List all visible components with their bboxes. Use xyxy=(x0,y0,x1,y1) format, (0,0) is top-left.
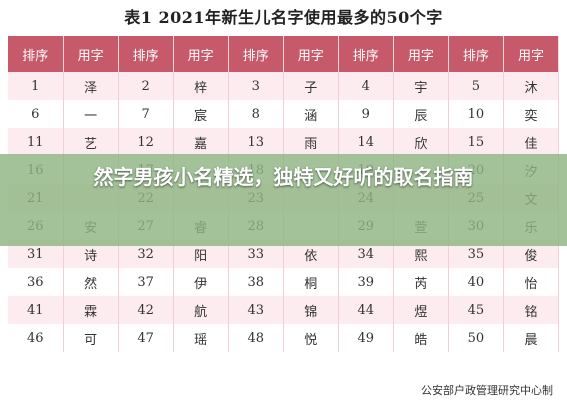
char-cell: 辰 xyxy=(393,100,449,128)
char-cell: 欣 xyxy=(393,128,449,156)
rank-cell: 8 xyxy=(228,100,284,128)
char-cell: 航 xyxy=(173,296,229,324)
char-cell: 艺 xyxy=(63,128,119,156)
rank-cell: 48 xyxy=(228,324,284,352)
table-row: 11 艺 12 嘉 13 雨 14 欣 15 佳 xyxy=(8,128,560,156)
char-cell: 雨 xyxy=(283,128,339,156)
char-cell: 宸 xyxy=(173,100,229,128)
rank-cell: 14 xyxy=(338,128,394,156)
rank-cell: 4 xyxy=(338,72,394,100)
header-char-3: 用字 xyxy=(283,36,339,72)
header-rank-1: 排序 xyxy=(8,36,64,72)
table-row: 6 一 7 宸 8 涵 9 辰 10 奕 xyxy=(8,100,560,128)
char-cell: 可 xyxy=(63,324,119,352)
overlay-headline: 然字男孩小名精选，独特又好听的取名指南 xyxy=(93,165,474,189)
rank-cell: 11 xyxy=(8,128,64,156)
char-cell: 悦 xyxy=(283,324,339,352)
rank-cell: 6 xyxy=(8,100,64,128)
rank-cell: 42 xyxy=(118,296,174,324)
overlay-banner xyxy=(0,154,567,246)
rank-cell: 36 xyxy=(8,268,64,296)
char-cell: 涵 xyxy=(283,100,339,128)
char-cell: 宇 xyxy=(393,72,449,100)
rank-cell: 2 xyxy=(118,72,174,100)
rank-cell: 15 xyxy=(448,128,504,156)
rank-cell: 5 xyxy=(448,72,504,100)
char-cell: 芮 xyxy=(393,268,449,296)
header-char-2: 用字 xyxy=(173,36,229,72)
rank-cell: 7 xyxy=(118,100,174,128)
rank-cell: 12 xyxy=(118,128,174,156)
header-char-4: 用字 xyxy=(393,36,449,72)
rank-cell: 49 xyxy=(338,324,394,352)
char-cell: 霖 xyxy=(63,296,119,324)
char-cell: 怡 xyxy=(503,268,560,296)
rank-cell: 3 xyxy=(228,72,284,100)
rank-cell: 10 xyxy=(448,100,504,128)
header-rank-2: 排序 xyxy=(118,36,174,72)
rank-cell: 13 xyxy=(228,128,284,156)
rank-cell: 44 xyxy=(338,296,394,324)
rank-cell: 38 xyxy=(228,268,284,296)
rank-cell: 39 xyxy=(338,268,394,296)
table-header-row: 排序 用字 排序 用字 排序 用字 排序 用字 排序 用字 xyxy=(8,36,560,72)
char-cell: 奕 xyxy=(503,100,560,128)
rank-cell: 40 xyxy=(448,268,504,296)
header-char-1: 用字 xyxy=(63,36,119,72)
char-cell: 一 xyxy=(63,100,119,128)
rank-cell: 45 xyxy=(448,296,504,324)
char-cell: 晨 xyxy=(503,324,560,352)
char-cell: 皓 xyxy=(393,324,449,352)
char-cell: 煜 xyxy=(393,296,449,324)
rank-cell: 1 xyxy=(8,72,64,100)
char-cell: 瑶 xyxy=(173,324,229,352)
char-cell: 伊 xyxy=(173,268,229,296)
rank-cell: 41 xyxy=(8,296,64,324)
char-cell: 嘉 xyxy=(173,128,229,156)
char-cell: 沐 xyxy=(503,72,560,100)
rank-cell: 46 xyxy=(8,324,64,352)
char-cell: 佳 xyxy=(503,128,560,156)
rank-cell: 37 xyxy=(118,268,174,296)
header-char-5: 用字 xyxy=(503,36,560,72)
rank-cell: 9 xyxy=(338,100,394,128)
table-row: 41 霖 42 航 43 锦 44 煜 45 铭 xyxy=(8,296,560,324)
table-row: 36 然 37 伊 38 桐 39 芮 40 怡 xyxy=(8,268,560,296)
header-rank-5: 排序 xyxy=(448,36,504,72)
rank-cell: 50 xyxy=(448,324,504,352)
char-cell: 然 xyxy=(63,268,119,296)
table-title: 表1 2021年新生儿名字使用最多的50个字 xyxy=(124,8,443,27)
char-cell: 桐 xyxy=(283,268,339,296)
header-rank-3: 排序 xyxy=(228,36,284,72)
char-cell: 梓 xyxy=(173,72,229,100)
source-note: 公安部户政管理研究中心制 xyxy=(421,384,553,397)
char-cell: 铭 xyxy=(503,296,560,324)
rank-cell: 47 xyxy=(118,324,174,352)
char-cell: 泽 xyxy=(63,72,119,100)
rank-cell: 43 xyxy=(228,296,284,324)
char-cell: 锦 xyxy=(283,296,339,324)
char-cell: 子 xyxy=(283,72,339,100)
table-row: 46 可 47 瑶 48 悦 49 皓 50 晨 xyxy=(8,324,560,352)
header-rank-4: 排序 xyxy=(338,36,394,72)
